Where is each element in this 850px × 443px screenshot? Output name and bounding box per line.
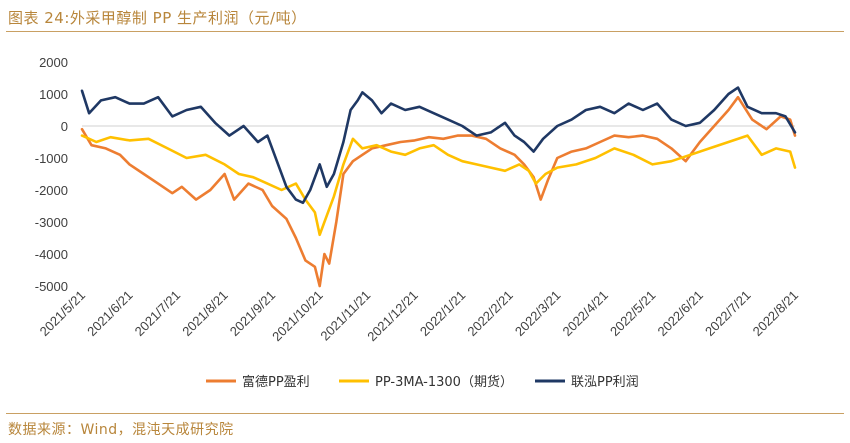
series-group [80, 86, 797, 288]
legend-label: PP-3MA-1300（期货） [375, 374, 513, 390]
y-tick-label: 1000 [39, 87, 68, 102]
y-tick-label: -1000 [35, 151, 68, 166]
y-tick-label: 0 [61, 119, 68, 134]
x-tick-label: 2022/4/21 [559, 288, 611, 340]
legend-label: 富德PP盈利 [242, 374, 310, 390]
x-tick-label: 2021/8/21 [179, 288, 231, 340]
series-line-1 [80, 95, 797, 288]
x-tick-label: 2022/3/21 [512, 288, 564, 340]
y-tick-label: -2000 [35, 183, 68, 198]
source-note: 数据来源：Wind，混沌天成研究院 [8, 422, 234, 438]
x-tick-label: 2022/7/21 [702, 288, 754, 340]
top-rule [6, 31, 844, 32]
x-tick-label: 2021/12/21 [364, 288, 421, 345]
x-tick-label: 2022/8/21 [750, 288, 802, 340]
y-tick-label: -4000 [35, 247, 68, 262]
x-tick-label: 2021/5/21 [37, 288, 89, 340]
legend-label: 联泓PP利润 [571, 375, 639, 390]
series-line-2 [80, 134, 797, 237]
x-tick-label: 2022/6/21 [655, 288, 707, 340]
x-tick-label: 2021/6/21 [84, 288, 136, 340]
y-tick-label: -5000 [35, 279, 68, 294]
x-tick-label: 2022/2/21 [464, 288, 516, 340]
legend: 富德PP盈利 PP-3MA-1300（期货） 联泓PP利润 [206, 374, 639, 390]
y-axis: 2000 1000 0 -1000 -2000 -3000 -4000 -5000 [35, 55, 68, 294]
series-line-3 [80, 86, 797, 205]
x-tick-label: 2021/10/21 [269, 288, 326, 345]
y-tick-label: 2000 [39, 55, 68, 70]
bottom-rule [6, 413, 844, 414]
y-tick-label: -3000 [35, 215, 68, 230]
x-tick-label: 2022/5/21 [607, 288, 659, 340]
x-tick-label: 2021/7/21 [132, 288, 184, 340]
x-tick-label: 2022/1/21 [417, 288, 469, 340]
figure-title: 图表 24:外采甲醇制 PP 生产利润（元/吨） [8, 9, 307, 27]
